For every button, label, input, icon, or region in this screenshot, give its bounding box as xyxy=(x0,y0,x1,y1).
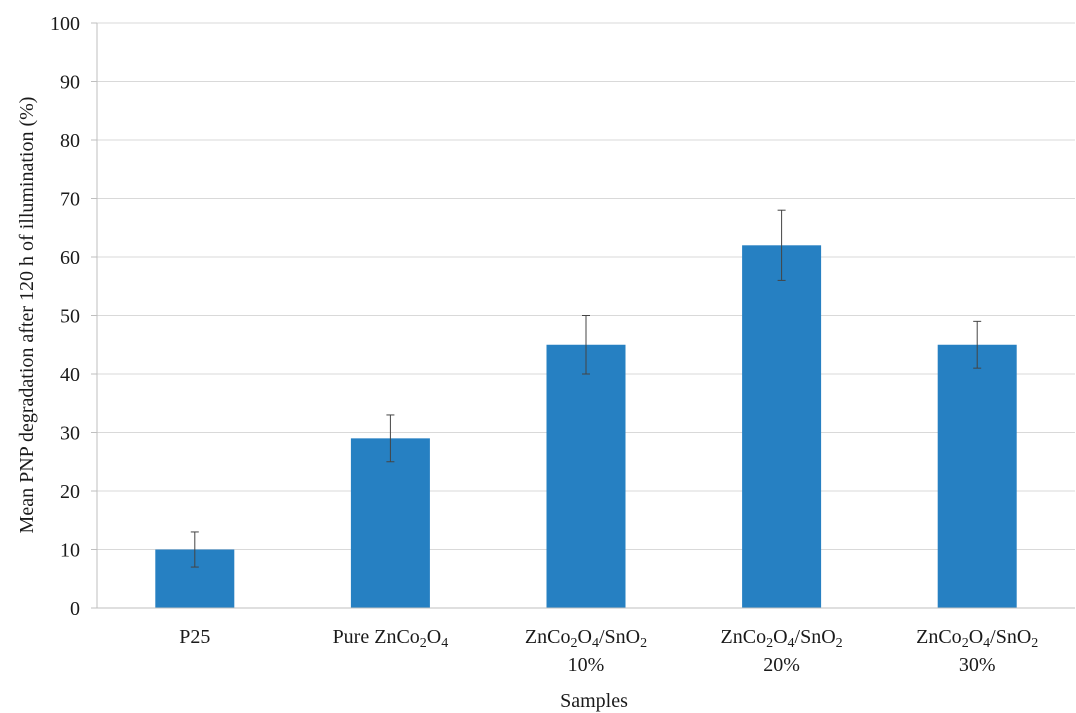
y-tick-label: 60 xyxy=(60,247,80,269)
x-tick-label: ZnCo2O4/SnO2 xyxy=(525,626,647,651)
y-tick-label: 40 xyxy=(60,364,80,386)
x-tick-label: ZnCo2O4/SnO2 xyxy=(721,626,843,651)
y-tick-label: 90 xyxy=(60,72,80,94)
y-axis-ticks: 0 10 20 30 40 50 60 70 80 90 100 xyxy=(50,13,80,620)
bar xyxy=(350,438,430,608)
x-axis-category-labels: P25 Pure ZnCo2O4 ZnCo2O4/SnO2 10% ZnCo2O4/Sn… xyxy=(179,626,1038,676)
error-bars xyxy=(190,209,982,568)
x-tick-label: ZnCo2O4/SnO2 xyxy=(916,626,1038,651)
x-axis-title: Samples xyxy=(560,690,628,712)
x-tick-label: Pure ZnCo2O4 xyxy=(333,626,449,651)
y-tick-label: 50 xyxy=(60,306,80,328)
y-tick-label: 100 xyxy=(50,13,80,35)
y-axis-title: Mean PNP degradation after 120 h of illu… xyxy=(16,97,38,534)
bar xyxy=(742,245,822,609)
y-tick-label: 10 xyxy=(60,540,80,562)
x-tick-label: P25 xyxy=(179,626,210,648)
bar xyxy=(546,344,626,608)
x-tick-label: 10% xyxy=(568,654,605,676)
y-tick-label: 80 xyxy=(60,130,80,152)
y-tick-label: 70 xyxy=(60,189,80,211)
y-tick-label: 0 xyxy=(70,598,80,620)
y-tick-label: 20 xyxy=(60,481,80,503)
x-tick-label: 30% xyxy=(959,654,996,676)
bars xyxy=(155,245,1017,609)
y-tick-label: 30 xyxy=(60,423,80,445)
axes xyxy=(91,22,1075,609)
bar xyxy=(937,344,1017,608)
x-tick-label: 20% xyxy=(763,654,800,676)
